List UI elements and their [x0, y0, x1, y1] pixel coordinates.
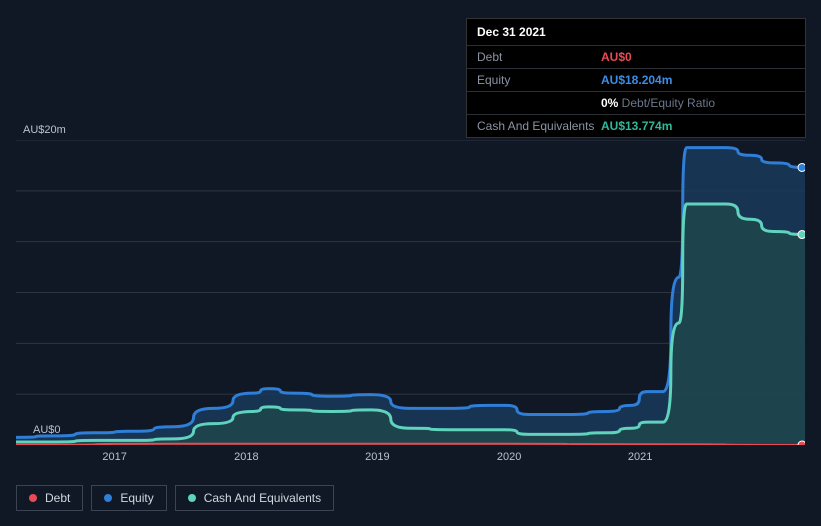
legend-item-equity[interactable]: Equity: [91, 485, 166, 511]
tooltip-row: 0% Debt/Equity Ratio: [467, 91, 805, 114]
x-tick: 2018: [234, 451, 258, 463]
legend-dot: [104, 494, 112, 502]
tooltip-row-value: AU$0: [601, 48, 632, 66]
legend-item-debt[interactable]: Debt: [16, 485, 83, 511]
end-marker: [798, 231, 805, 239]
tooltip-header: Dec 31 2021: [467, 19, 805, 45]
area-chart-svg: [16, 140, 805, 445]
y-axis-top-label: AU$20m: [23, 124, 66, 136]
legend: Debt Equity Cash And Equivalents: [16, 485, 334, 511]
legend-label: Debt: [45, 491, 70, 505]
tooltip-row: EquityAU$18.204m: [467, 68, 805, 91]
tooltip-row-label: Cash And Equivalents: [477, 117, 601, 135]
x-tick: 2019: [365, 451, 389, 463]
x-tick: 2017: [102, 451, 126, 463]
x-tick: 2020: [497, 451, 521, 463]
legend-dot: [188, 494, 196, 502]
tooltip-row: Cash And EquivalentsAU$13.774m: [467, 114, 805, 137]
tooltip-row-value: 0% Debt/Equity Ratio: [601, 94, 715, 112]
tooltip-row-value: AU$18.204m: [601, 71, 672, 89]
legend-item-cash-and-equivalents[interactable]: Cash And Equivalents: [175, 485, 334, 511]
tooltip: Dec 31 2021DebtAU$0EquityAU$18.204m0% De…: [466, 18, 806, 138]
x-tick: 2021: [628, 451, 652, 463]
legend-dot: [29, 494, 37, 502]
tooltip-row: DebtAU$0: [467, 45, 805, 68]
chart-area[interactable]: [16, 140, 805, 445]
tooltip-row-value: AU$13.774m: [601, 117, 672, 135]
tooltip-row-label: [477, 94, 601, 112]
legend-label: Cash And Equivalents: [204, 491, 321, 505]
end-marker: [798, 163, 805, 171]
legend-label: Equity: [120, 491, 153, 505]
tooltip-row-label: Debt: [477, 48, 601, 66]
tooltip-row-label: Equity: [477, 71, 601, 89]
